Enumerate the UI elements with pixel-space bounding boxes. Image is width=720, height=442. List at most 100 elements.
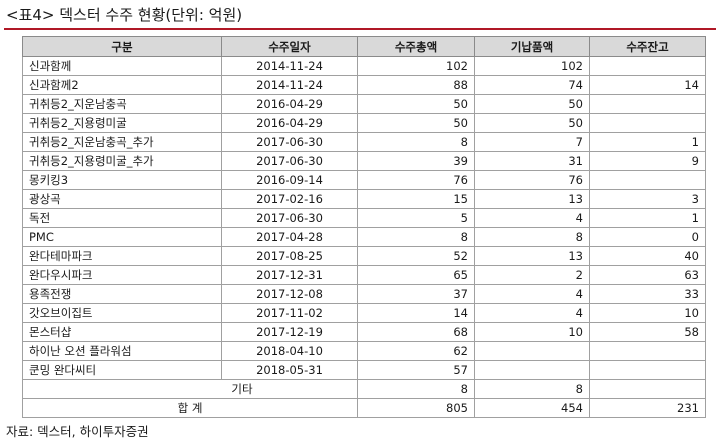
cell-total: 76: [357, 170, 475, 190]
cell-date: 2014-11-24: [221, 56, 358, 76]
cell-delivered: 13: [474, 246, 590, 266]
cell-backlog: 33: [589, 284, 706, 304]
table-row: 용족전쟁 2017-12-08 37 4 33: [22, 284, 706, 304]
table-row: 몽키킹3 2016-09-14 76 76: [22, 170, 706, 190]
cell-date: 2017-06-30: [221, 132, 358, 152]
cell-backlog: 1: [589, 208, 706, 228]
cell-name: 독전: [22, 208, 222, 228]
cell-date: 2018-05-31: [221, 360, 358, 380]
cell-name: 갓오브이집트: [22, 303, 222, 323]
cell-name: 귀취등2_지용령미굴: [22, 113, 222, 133]
table-caption: <표4> 덱스터 수주 현황(단위: 억원): [6, 6, 243, 24]
cell-date: 2017-12-08: [221, 284, 358, 304]
cell-name: 광상곡: [22, 189, 222, 209]
table-row: 귀취등2_지용령미굴_추가 2017-06-30 39 31 9: [22, 151, 706, 171]
sum-row: 합 계 805 454 231: [22, 398, 706, 418]
cell-delivered: 31: [474, 151, 590, 171]
cell-delivered: 76: [474, 170, 590, 190]
cell-total: 102: [357, 56, 475, 76]
cell-date: 2017-06-30: [221, 151, 358, 171]
cell-delivered: 2: [474, 265, 590, 285]
source-note: 자료: 덱스터, 하이투자증권: [6, 424, 149, 439]
cell-name: 완다테마파크: [22, 246, 222, 266]
cell-total: 15: [357, 189, 475, 209]
cell-total: 5: [357, 208, 475, 228]
cell-total: 62: [357, 341, 475, 361]
column-header: 수주총액: [357, 36, 475, 57]
cell-delivered: 10: [474, 322, 590, 342]
column-header: 구분: [22, 36, 222, 57]
sum-total: 805: [357, 398, 475, 418]
cell-total: 8: [357, 227, 475, 247]
cell-date: 2016-04-29: [221, 113, 358, 133]
table-row: 몬스터샵 2017-12-19 68 10 58: [22, 322, 706, 342]
cell-date: 2017-12-31: [221, 265, 358, 285]
sum-delivered: 454: [474, 398, 590, 418]
cell-backlog: 3: [589, 189, 706, 209]
column-header: 수주일자: [221, 36, 358, 57]
cell-total: 39: [357, 151, 475, 171]
table-row: 귀취등2_지운남충곡 2016-04-29 50 50: [22, 94, 706, 114]
cell-total: 50: [357, 94, 475, 114]
order-status-table: 구분 수주일자 수주총액 기납품액 수주잔고 신과함께 2014-11-24 102…: [22, 36, 706, 418]
table-row: 귀취등2_지운남충곡_추가 2017-06-30 8 7 1: [22, 132, 706, 152]
cell-total: 14: [357, 303, 475, 323]
cell-delivered: 102: [474, 56, 590, 76]
cell-date: 2017-12-19: [221, 322, 358, 342]
cell-name: 신과함께2: [22, 75, 222, 95]
column-header: 수주잔고: [589, 36, 706, 57]
cell-name: 용족전쟁: [22, 284, 222, 304]
cell-name: PMC: [22, 227, 222, 247]
cell-date: 2017-06-30: [221, 208, 358, 228]
cell-delivered: 74: [474, 75, 590, 95]
cell-backlog: [589, 341, 706, 361]
etc-delivered: 8: [474, 379, 590, 399]
cell-name: 쿤밍 완다씨티: [22, 360, 222, 380]
cell-delivered: 50: [474, 94, 590, 114]
cell-backlog: 14: [589, 75, 706, 95]
cell-delivered: 8: [474, 227, 590, 247]
cell-name: 완다우시파크: [22, 265, 222, 285]
cell-delivered: 13: [474, 189, 590, 209]
cell-backlog: [589, 56, 706, 76]
cell-name: 몬스터샵: [22, 322, 222, 342]
cell-total: 88: [357, 75, 475, 95]
cell-date: 2016-04-29: [221, 94, 358, 114]
cell-total: 8: [357, 132, 475, 152]
sum-backlog: 231: [589, 398, 706, 418]
etc-total: 8: [357, 379, 475, 399]
cell-total: 50: [357, 113, 475, 133]
cell-total: 52: [357, 246, 475, 266]
cell-date: 2017-02-16: [221, 189, 358, 209]
cell-delivered: 50: [474, 113, 590, 133]
cell-name: 귀취등2_지운남충곡: [22, 94, 222, 114]
cell-backlog: 40: [589, 246, 706, 266]
cell-delivered: [474, 341, 590, 361]
cell-total: 37: [357, 284, 475, 304]
cell-backlog: 10: [589, 303, 706, 323]
table-row: 독전 2017-06-30 5 4 1: [22, 208, 706, 228]
cell-total: 65: [357, 265, 475, 285]
table-row: 하이난 오션 플라워섬 2018-04-10 62: [22, 341, 706, 361]
etc-backlog: [589, 379, 706, 399]
cell-date: 2017-04-28: [221, 227, 358, 247]
cell-backlog: 1: [589, 132, 706, 152]
column-header: 기납품액: [474, 36, 590, 57]
cell-date: 2017-08-25: [221, 246, 358, 266]
table-header-row: 구분 수주일자 수주총액 기납품액 수주잔고: [22, 36, 706, 57]
cell-name: 귀취등2_지운남충곡_추가: [22, 132, 222, 152]
etc-label: 기타: [22, 379, 358, 399]
etc-row: 기타 8 8: [22, 379, 706, 399]
cell-backlog: [589, 113, 706, 133]
cell-date: 2018-04-10: [221, 341, 358, 361]
table-row: 갓오브이집트 2017-11-02 14 4 10: [22, 303, 706, 323]
table-row: 쿤밍 완다씨티 2018-05-31 57: [22, 360, 706, 380]
cell-date: 2016-09-14: [221, 170, 358, 190]
table-row: PMC 2017-04-28 8 8 0: [22, 227, 706, 247]
cell-delivered: 7: [474, 132, 590, 152]
table-row: 귀취등2_지용령미굴 2016-04-29 50 50: [22, 113, 706, 133]
cell-backlog: 63: [589, 265, 706, 285]
cell-name: 신과함께: [22, 56, 222, 76]
cell-total: 68: [357, 322, 475, 342]
cell-backlog: [589, 94, 706, 114]
